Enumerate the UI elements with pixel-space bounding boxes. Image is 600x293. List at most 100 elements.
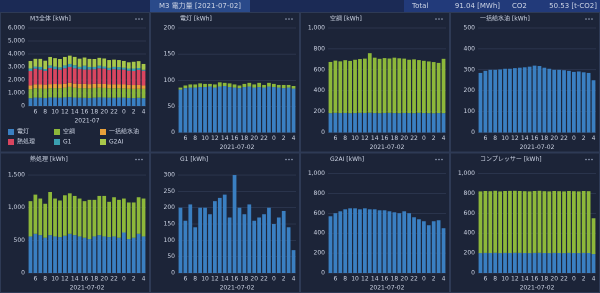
bar-segment bbox=[217, 86, 222, 133]
bar-segment bbox=[387, 211, 392, 273]
bar-segment bbox=[122, 198, 126, 233]
menu-dot bbox=[435, 158, 437, 161]
bar-segment bbox=[586, 252, 591, 273]
bar-segment bbox=[328, 61, 333, 114]
legend-swatch bbox=[8, 129, 14, 135]
bar-segment bbox=[493, 190, 498, 253]
bar-segment bbox=[117, 84, 121, 89]
bar-segment bbox=[552, 190, 557, 253]
bar-segment bbox=[87, 84, 92, 89]
bar-segment bbox=[117, 69, 121, 85]
bar-segment bbox=[348, 113, 352, 133]
y-tick-label: 0 bbox=[471, 270, 475, 277]
x-tick-label: 6 bbox=[333, 276, 337, 283]
bar-segment bbox=[53, 69, 57, 85]
bar-segment bbox=[67, 55, 72, 64]
bar-segment bbox=[63, 83, 67, 88]
legend-label: G1 bbox=[63, 139, 72, 146]
bar-segment bbox=[338, 61, 343, 114]
bar-segment bbox=[58, 84, 62, 89]
bar-segment bbox=[542, 191, 547, 253]
bar-segment bbox=[517, 67, 522, 133]
bar-segment bbox=[407, 213, 411, 273]
bar-segment bbox=[262, 87, 266, 133]
x-tick-label: 14 bbox=[521, 276, 529, 283]
bar-segment bbox=[122, 88, 126, 98]
y-tick-label: 1,000 bbox=[308, 170, 325, 177]
bar-segment bbox=[537, 252, 542, 273]
x-tick-label: 22 bbox=[560, 276, 568, 283]
bar-segment bbox=[542, 252, 547, 273]
y-tick-label: 200 bbox=[464, 87, 476, 94]
bar-segment bbox=[513, 68, 517, 133]
bar-segment bbox=[377, 210, 382, 273]
bar-segment bbox=[348, 60, 352, 114]
x-tick-label: 16 bbox=[531, 276, 539, 283]
x-tick-label: 2 bbox=[582, 135, 586, 142]
bar-segment bbox=[257, 217, 261, 273]
menu-dot bbox=[435, 18, 437, 20]
y-tick-label: 0 bbox=[321, 129, 325, 136]
bar-segment bbox=[198, 83, 202, 88]
bar-segment bbox=[33, 194, 38, 234]
menu-dot bbox=[438, 18, 440, 20]
panel-title: 電灯 [kWh] bbox=[180, 15, 212, 23]
bar-segment bbox=[33, 88, 38, 98]
x-tick-label: 6 bbox=[333, 135, 337, 142]
x-tick-label: 16 bbox=[381, 135, 389, 142]
legend-label: G2AI bbox=[109, 139, 124, 146]
menu-dot bbox=[285, 158, 287, 161]
bar-segment bbox=[131, 237, 136, 273]
bar-segment bbox=[43, 97, 48, 106]
y-tick-label: 500 bbox=[464, 25, 476, 32]
bar-segment bbox=[281, 84, 286, 89]
bar-segment bbox=[392, 57, 397, 114]
x-axis-label: 2021-07-02 bbox=[220, 285, 255, 292]
bar-segment bbox=[377, 58, 382, 114]
bar-segment bbox=[97, 65, 102, 69]
bar-segment bbox=[92, 87, 97, 98]
bar-segment bbox=[58, 67, 62, 70]
bar-segment bbox=[77, 88, 82, 98]
bar-segment bbox=[58, 88, 62, 98]
bar-segment bbox=[392, 212, 397, 273]
bar-segment bbox=[422, 113, 426, 133]
bar-segment bbox=[562, 253, 566, 273]
bar-segment bbox=[498, 191, 502, 254]
bar-segment bbox=[188, 204, 193, 273]
bar-segment bbox=[72, 195, 77, 236]
y-tick-label: 300 bbox=[464, 66, 476, 73]
x-tick-label: 12 bbox=[211, 135, 219, 142]
bar-segment bbox=[136, 61, 141, 69]
bar-segment bbox=[72, 235, 77, 273]
bar-segment bbox=[257, 82, 261, 88]
bar-segment bbox=[38, 88, 43, 98]
bar-segment bbox=[217, 82, 222, 87]
bar-segment bbox=[217, 197, 222, 273]
bar-segment bbox=[136, 69, 141, 85]
legend-swatch bbox=[54, 139, 60, 145]
bar-segment bbox=[562, 191, 566, 254]
bar-segment bbox=[478, 191, 483, 254]
y-tick-label: 0 bbox=[171, 129, 175, 136]
menu-dot bbox=[588, 18, 590, 20]
y-tick-label: 1,000 bbox=[308, 25, 325, 32]
bar-segment bbox=[517, 190, 522, 253]
x-tick-label: 14 bbox=[221, 276, 229, 283]
bar-segment bbox=[407, 113, 411, 133]
bar-segment bbox=[522, 191, 527, 253]
y-tick-label: 200 bbox=[314, 250, 326, 257]
bar-segment bbox=[58, 59, 62, 68]
bar-segment bbox=[63, 56, 67, 66]
bar-segment bbox=[38, 66, 43, 70]
bar-segment bbox=[48, 68, 52, 85]
bar-segment bbox=[43, 84, 48, 89]
y-tick-label: 100 bbox=[464, 108, 476, 115]
bar-segment bbox=[557, 69, 561, 133]
bar-segment bbox=[82, 97, 87, 106]
bar-segment bbox=[141, 69, 146, 71]
x-tick-label: 6 bbox=[183, 276, 187, 283]
y-tick-label: 800 bbox=[464, 190, 476, 197]
menu-dot bbox=[288, 18, 290, 20]
bar-segment bbox=[126, 88, 131, 98]
